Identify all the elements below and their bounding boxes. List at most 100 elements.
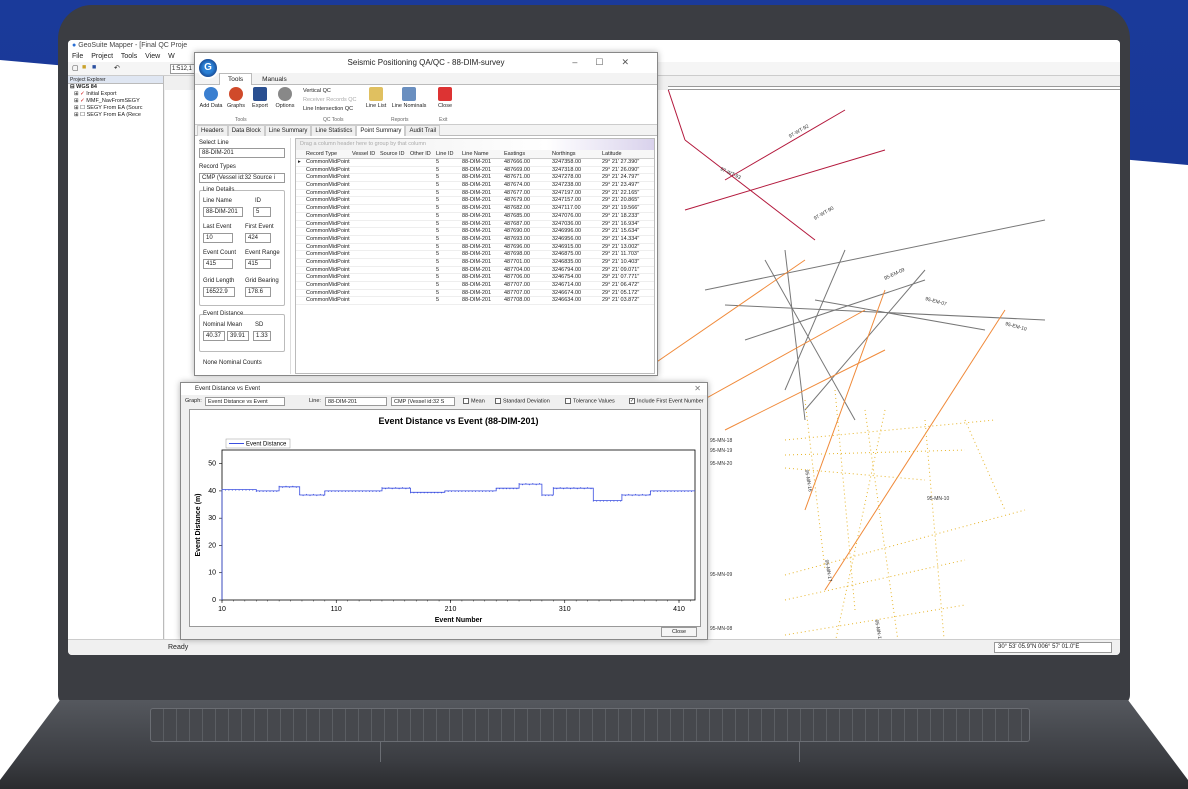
table-row[interactable]: CommonMidPoint 5 88-DIM-201 487704.00 324679… [296,267,654,275]
table-row[interactable]: CommonMidPoint 5 88-DIM-201 487685.00 324707… [296,213,654,221]
line-list-button[interactable]: Line List [365,87,387,109]
col-eastings[interactable]: Eastings [504,151,526,157]
open-icon[interactable]: ■ [82,64,87,71]
sd-checkbox[interactable]: Standard Deviation [495,398,550,404]
col-source-id[interactable]: Source ID [380,151,405,157]
table-row[interactable]: CommonMidPoint 5 88-DIM-201 487707.00 324671… [296,282,654,290]
vertical-qc-item[interactable]: Vertical QC [303,88,331,94]
col-vessel-id[interactable]: Vessel ID [352,151,376,157]
close-button[interactable]: Close [435,87,455,109]
maximize-icon[interactable]: ☐ [595,57,622,67]
record-select[interactable]: CMP (Vessel id:32 S [391,397,455,406]
x-tick-label: 310 [559,606,571,613]
tolerance-checkbox[interactable]: Tolerance Values [565,398,615,404]
grid-length-field[interactable]: 16522.9 [203,287,235,297]
mean-checkbox[interactable]: Mean [463,398,485,404]
line-nominals-button[interactable]: Line Nominals [391,87,427,109]
options-button[interactable]: Options [273,87,297,109]
add-data-button[interactable]: Add Data [199,87,223,109]
export-button[interactable]: Export [249,87,271,109]
table-row[interactable]: CommonMidPoint 5 88-DIM-201 487696.00 324691… [296,244,654,252]
event-distance-chart[interactable]: Event Distance vs Event (88-DIM-201)0102… [190,410,702,628]
tab-data-block[interactable]: Data Block [227,125,265,136]
tab-manuals[interactable]: Manuals [262,76,287,83]
col-record-type[interactable]: Record Type [306,151,338,157]
col-line-name[interactable]: Line Name [462,151,489,157]
tab-tools[interactable]: Tools [219,73,253,85]
graph-close-button[interactable]: Close [661,627,697,637]
table-row[interactable]: CommonMidPoint 5 88-DIM-201 487677.00 324719… [296,190,654,198]
line-intersection-qc-item[interactable]: Line Intersection QC [303,106,354,112]
menu-view[interactable]: View [145,53,161,60]
menu-file[interactable]: File [72,53,84,60]
tree-item-segy-receiver[interactable]: ⊞ ☐ SEGY From EA (Rece [74,112,141,118]
table-row[interactable]: CommonMidPoint 5 88-DIM-201 487669.00 324731… [296,167,654,175]
table-row[interactable]: CommonMidPoint 5 88-DIM-201 487687.00 324703… [296,221,654,229]
new-icon[interactable]: ▢ [72,65,79,72]
tree-item-segy-source[interactable]: ⊞ ☐ SEGY From EA (Sourc [74,105,143,111]
id-field[interactable]: 5 [253,207,271,217]
grid-bearing-field[interactable]: 178.6 [245,287,271,297]
col-other-id[interactable]: Other ID [410,151,431,157]
first-event-checkbox[interactable]: ✓ Include First Event Number [629,398,704,404]
table-row[interactable]: CommonMidPoint 5 88-DIM-201 487701.00 324683… [296,259,654,267]
table-cell: 3247117.00 [552,205,581,212]
line-name-field[interactable]: 88-DIM-201 [203,207,243,217]
table-row[interactable]: CommonMidPoint 5 88-DIM-201 487690.00 324699… [296,228,654,236]
table-row[interactable]: CommonMidPoint 5 88-DIM-201 487708.00 324663… [296,297,654,306]
event-range-field[interactable]: 415 [245,259,271,269]
tab-audit-trail[interactable]: Audit Trail [405,125,441,136]
table-row[interactable]: CommonMidPoint 5 88-DIM-201 487693.00 324695… [296,236,654,244]
mean-field[interactable]: 39.91 [227,331,249,341]
tab-headers[interactable]: Headers [197,125,228,136]
tree-item-wgs84[interactable]: ⊟ WGS 84 [70,84,97,90]
tree-item-mmf-nav[interactable]: ⊞ ✓ MMF_NavFromSEGY [74,98,140,104]
graphs-button[interactable]: Graphs [225,87,247,109]
survey-lines-map[interactable]: 97-WT-93 97-WT-92 97-WT-90 95-EM-09 95-E… [165,79,1120,655]
table-row[interactable]: CommonMidPoint 5 88-DIM-201 487698.00 324687… [296,251,654,259]
table-cell: 487687.00 [504,220,530,227]
table-row[interactable]: CommonMidPoint 5 88-DIM-201 487706.00 324675… [296,274,654,282]
table-row[interactable]: CommonMidPoint 5 88-DIM-201 487707.00 324667… [296,290,654,298]
table-cell: 5 [436,197,440,204]
x-tick-label: 210 [445,606,457,613]
first-event-field[interactable]: 424 [245,233,271,243]
table-row[interactable]: CommonMidPoint 5 88-DIM-201 487671.00 324727… [296,174,654,183]
event-count-field[interactable]: 415 [203,259,233,269]
receiver-records-qc-item[interactable]: Receiver Records QC [303,97,357,103]
save-icon[interactable]: ■ [92,64,97,71]
minimize-icon[interactable]: – [572,57,596,67]
menu-tools[interactable]: Tools [120,53,138,60]
tab-point-summary[interactable]: Point Summary [356,125,406,136]
table-row[interactable]: ▸ CommonMidPoint 5 88-DIM-201 487666.00 32473… [296,159,654,167]
graph-select[interactable]: Event Distance vs Event [205,397,285,406]
data-point [673,491,675,492]
nominals-icon [402,87,416,101]
col-line-id[interactable]: Line ID [436,151,454,157]
data-point [338,491,339,492]
record-types-dropdown[interactable]: CMP (Vessel id:32 Source i [199,173,285,183]
table-row[interactable]: CommonMidPoint 5 88-DIM-201 487674.00 324723… [296,182,654,190]
sd-field[interactable]: 1.33 [253,331,271,341]
nominal-field[interactable]: 40.37 [203,331,225,341]
col-northings[interactable]: Northings [552,151,576,157]
menu-project[interactable]: Project [91,53,114,60]
tree-item-initial-export[interactable]: ⊞ ✓ Initial Export [74,91,117,97]
table-row[interactable]: CommonMidPoint 5 88-DIM-201 487682.00 324711… [296,205,654,213]
select-line-dropdown[interactable]: 88-DIM-201 [199,148,285,158]
line-label: Line: [309,398,321,404]
menu-window[interactable]: W [168,53,175,60]
tab-line-summary[interactable]: Line Summary [264,125,312,136]
col-latitude[interactable]: Latitude [602,151,622,157]
close-icon[interactable]: ✕ [694,384,701,393]
table-row[interactable]: CommonMidPoint 5 88-DIM-201 487679.00 324715… [296,197,654,206]
line-select[interactable]: 88-DIM-201 [325,397,387,406]
data-point [559,487,561,489]
data-point [532,483,534,484]
close-icon[interactable]: ✕ [621,57,647,67]
undo-icon[interactable]: ↶ [114,65,120,72]
tab-line-statistics[interactable]: Line Statistics [311,125,357,136]
geosuite-logo[interactable]: G [197,57,219,79]
point-summary-grid[interactable]: Drag a column header here to group by th… [295,138,655,374]
last-event-field[interactable]: 10 [203,233,233,243]
